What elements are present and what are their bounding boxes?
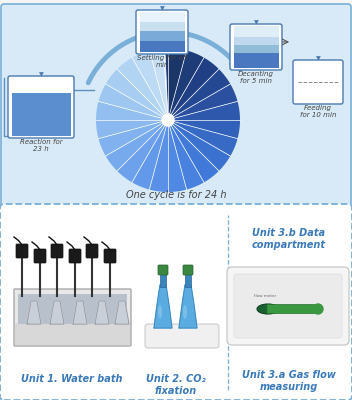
Ellipse shape [183,305,187,319]
Polygon shape [96,101,168,120]
FancyBboxPatch shape [8,76,74,138]
FancyBboxPatch shape [69,249,81,263]
Bar [15,323,130,345]
Polygon shape [117,120,168,182]
Bar [160,272,166,287]
Polygon shape [168,120,238,156]
FancyBboxPatch shape [16,244,28,258]
Polygon shape [106,120,168,171]
FancyBboxPatch shape [34,249,46,263]
Bar [185,272,191,287]
FancyBboxPatch shape [14,289,131,346]
Polygon shape [168,69,230,120]
Polygon shape [168,48,187,120]
Text: Settling for 45
min: Settling for 45 min [137,55,187,68]
Text: ▼: ▼ [254,20,258,25]
Polygon shape [50,301,64,324]
FancyBboxPatch shape [234,274,342,338]
FancyBboxPatch shape [51,244,63,258]
Bar [139,12,184,22]
Polygon shape [168,120,240,139]
FancyBboxPatch shape [183,265,193,275]
Polygon shape [149,48,168,120]
Polygon shape [27,301,41,324]
Polygon shape [115,301,129,324]
Polygon shape [168,120,204,190]
Text: Decanting
for 5 min: Decanting for 5 min [238,71,274,84]
Polygon shape [106,69,168,120]
Bar [233,26,278,36]
Polygon shape [96,120,168,139]
Circle shape [313,304,323,314]
Text: flow meter: flow meter [254,294,276,298]
Polygon shape [168,101,240,120]
Polygon shape [168,120,230,171]
Polygon shape [168,84,238,120]
Ellipse shape [158,305,162,319]
Polygon shape [132,120,168,190]
Polygon shape [149,120,168,192]
FancyBboxPatch shape [136,10,188,54]
Text: Unit 3.a Gas flow
measuring: Unit 3.a Gas flow measuring [242,370,336,392]
Polygon shape [132,50,168,120]
FancyBboxPatch shape [86,244,98,258]
Polygon shape [154,285,172,328]
FancyBboxPatch shape [145,324,219,348]
Polygon shape [99,84,168,120]
Bar [233,45,278,53]
Polygon shape [163,48,168,120]
Bar [139,41,184,52]
Polygon shape [117,58,168,120]
Text: Unit 2. CO₂
fixation: Unit 2. CO₂ fixation [146,374,206,396]
FancyBboxPatch shape [230,24,282,70]
Bar [139,31,184,41]
FancyBboxPatch shape [293,60,343,104]
Text: Unit 3.b Data
compartment: Unit 3.b Data compartment [252,228,326,250]
Text: One cycle is for 24 h: One cycle is for 24 h [126,190,226,200]
Ellipse shape [257,304,279,314]
FancyBboxPatch shape [227,267,349,345]
Polygon shape [168,50,204,120]
Bar [139,22,184,31]
Text: Reaction for
23 h: Reaction for 23 h [20,139,62,152]
Polygon shape [73,301,87,324]
Bar [18,294,127,324]
Text: Unit 1. Water bath: Unit 1. Water bath [21,374,123,384]
FancyBboxPatch shape [1,4,351,210]
FancyBboxPatch shape [158,265,168,275]
Text: ▼: ▼ [316,56,320,61]
Text: Feeding
for 10 min: Feeding for 10 min [300,105,336,118]
Bar [233,53,278,68]
Bar [233,36,278,45]
Polygon shape [165,48,168,120]
Bar [12,92,70,136]
Polygon shape [99,120,168,156]
Polygon shape [95,301,109,324]
FancyBboxPatch shape [267,304,317,314]
Circle shape [162,114,174,126]
Polygon shape [179,285,197,328]
FancyBboxPatch shape [0,204,352,400]
Text: ▼: ▼ [159,6,164,11]
FancyBboxPatch shape [104,249,116,263]
Polygon shape [168,120,219,182]
Text: ▼: ▼ [39,72,43,77]
Polygon shape [168,120,187,192]
Polygon shape [168,58,219,120]
